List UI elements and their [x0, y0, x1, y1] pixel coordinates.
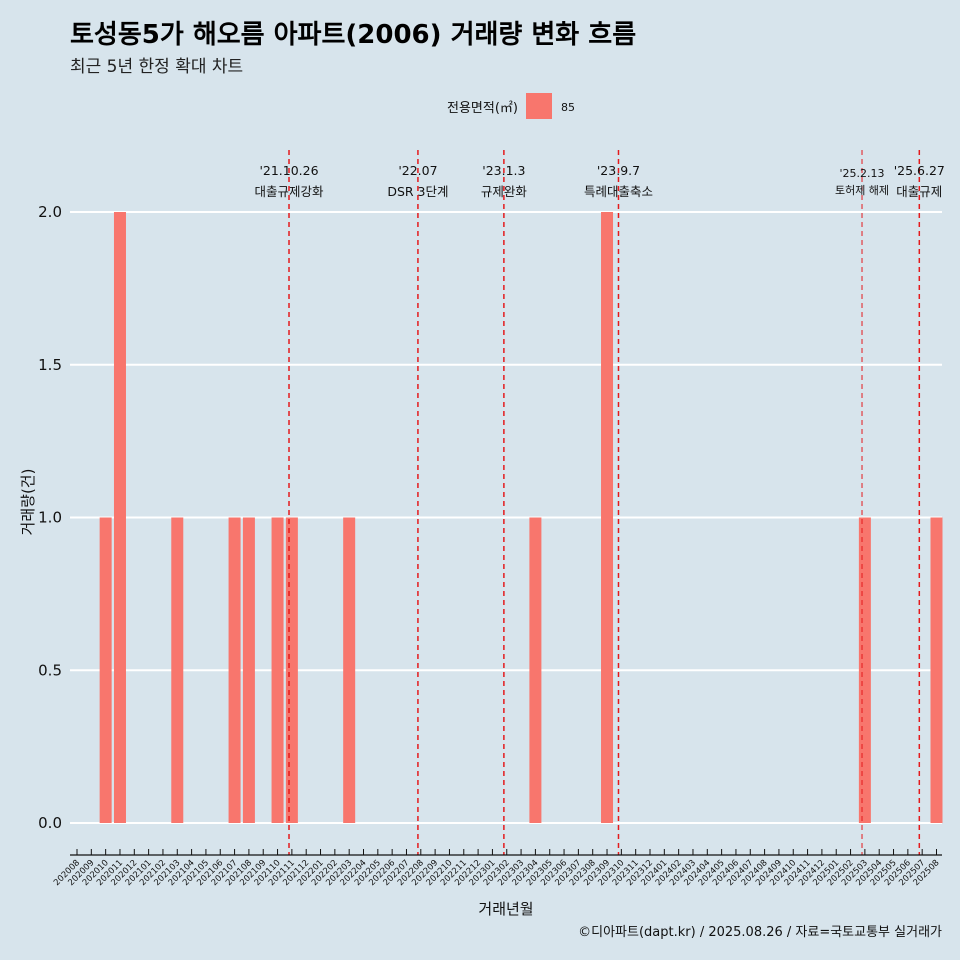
- event-date: '22.07: [398, 163, 437, 178]
- y-axis-title: 거래량(건): [19, 469, 37, 536]
- x-axis-title: 거래년월: [478, 900, 533, 918]
- y-tick-label: 0.5: [38, 661, 62, 679]
- event-date: '21.10.26: [259, 163, 318, 178]
- bar: [242, 517, 255, 823]
- y-tick-label: 1.0: [38, 509, 62, 527]
- event-date: '23.1.3: [482, 163, 525, 178]
- legend-title: 전용면적(㎡): [447, 101, 518, 116]
- x-axis-ticks: 2020082020092020102020112020122021012021…: [52, 849, 942, 888]
- event-label: 대출규제: [896, 184, 942, 199]
- legend: 전용면적(㎡) 85: [447, 93, 575, 119]
- bar: [858, 517, 871, 823]
- bar: [601, 212, 614, 823]
- event-label: 대출규제강화: [255, 184, 325, 199]
- bar: [271, 517, 284, 823]
- event-label: 규제완화: [481, 184, 528, 199]
- event-label: 특례대출축소: [584, 184, 653, 199]
- bars: [99, 212, 943, 823]
- bar: [99, 517, 112, 823]
- legend-label: 85: [561, 101, 575, 114]
- y-tick-label: 0.0: [38, 814, 62, 832]
- event-label: 토허제 해제: [835, 183, 889, 197]
- chart-subtitle: 최근 5년 한정 확대 차트: [70, 57, 244, 77]
- gridlines: [70, 211, 942, 824]
- bar: [113, 212, 126, 823]
- source-caption: ©디아파트(dapt.kr) / 2025.08.26 / 자료=국토교통부 실…: [578, 925, 942, 940]
- event-lines: '21.10.26 대출규제강화 '22.07 DSR 3단계 '23.1.3 규제완화 '…: [255, 150, 945, 855]
- event-label: DSR 3단계: [387, 184, 448, 199]
- bar: [930, 517, 943, 823]
- bar: [285, 517, 298, 823]
- y-tick-label: 1.5: [38, 356, 62, 374]
- bar: [228, 517, 241, 823]
- event-date: '25.2.13: [840, 167, 885, 180]
- bar: [529, 517, 542, 823]
- chart-title: 토성동5가 해오름 아파트(2006) 거래량 변화 흐름: [70, 20, 637, 50]
- event-date: '23.9.7: [597, 163, 640, 178]
- legend-key: [526, 93, 552, 119]
- bar: [171, 517, 184, 823]
- y-axis-ticks: 0.0 0.5 1.0 1.5 2.0: [38, 203, 62, 832]
- event-date: '25.6.27: [894, 163, 945, 178]
- bar: [343, 517, 356, 823]
- y-tick-label: 2.0: [38, 203, 62, 221]
